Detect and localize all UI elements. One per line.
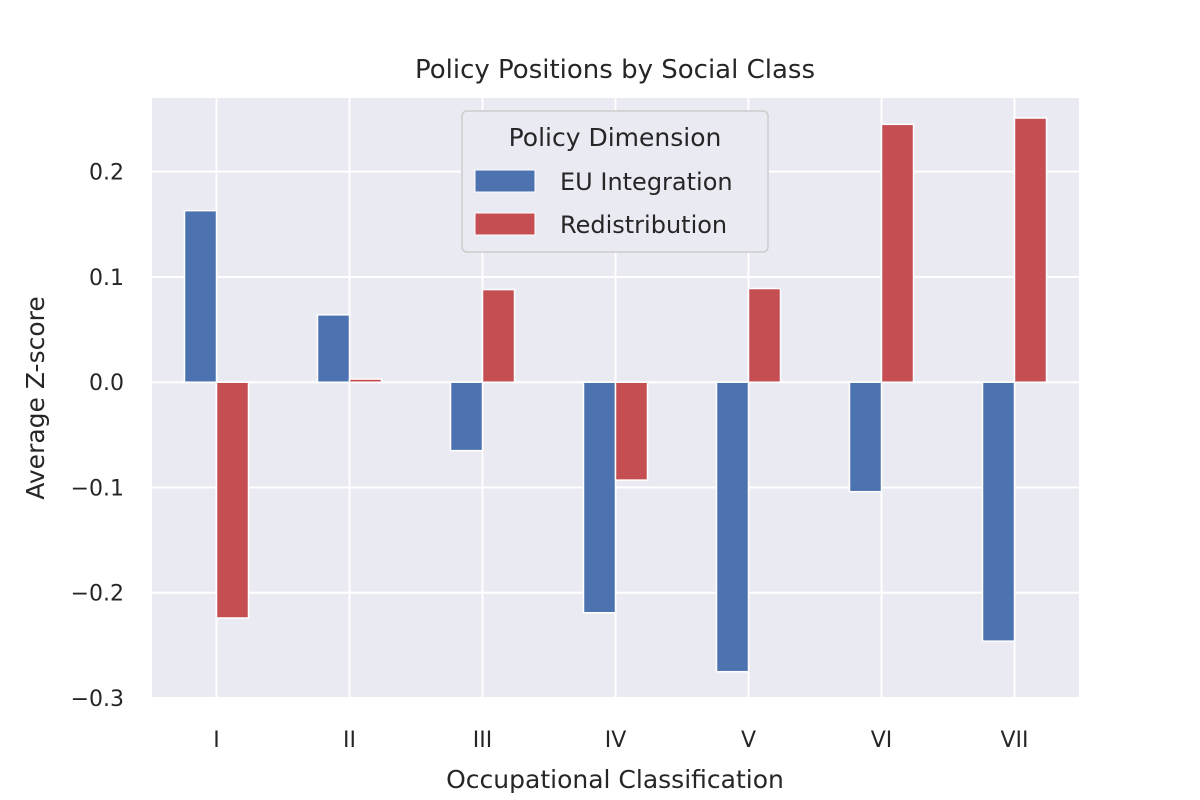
legend-swatch-redistribution [474, 212, 536, 236]
legend-title: Policy Dimension [509, 123, 722, 152]
y-tick-label: 0.0 [89, 371, 124, 396]
x-tick-label: III [473, 728, 492, 753]
bar-eu-integration-ii [316, 314, 351, 383]
bars [183, 117, 1048, 673]
y-tick-label: 0.1 [89, 266, 124, 291]
bar-eu-integration-iii [449, 381, 484, 452]
y-tick-labels: −0.3 −0.2 −0.1 0.0 0.1 0.2 [71, 161, 124, 712]
bar-redistribution-v [747, 287, 782, 383]
x-tick-label: II [343, 728, 356, 753]
x-tick-labels: I II III IV V VI VII [213, 728, 1028, 753]
y-tick-label: −0.3 [71, 687, 124, 712]
x-tick-label: VI [871, 728, 893, 753]
legend: Policy Dimension EU Integration Redistri… [461, 110, 769, 253]
x-tick-label: IV [605, 728, 627, 753]
x-tick-label: VII [1000, 728, 1028, 753]
bar-eu-integration-v [715, 381, 750, 673]
legend-box [461, 110, 769, 253]
bar-eu-integration-iv [582, 381, 617, 614]
y-tick-label: −0.1 [71, 476, 124, 501]
bar-redistribution-ii [348, 378, 383, 383]
bar-redistribution-vi [880, 123, 915, 383]
legend-label-eu-integration: EU Integration [560, 168, 733, 196]
x-tick-label: I [213, 728, 220, 753]
y-tick-label: 0.2 [89, 161, 124, 186]
chart-title: Policy Positions by Social Class [415, 55, 815, 85]
bar-redistribution-iii [481, 288, 516, 383]
x-axis-title: Occupational Classification [446, 765, 784, 794]
bar-redistribution-iv [614, 381, 649, 481]
y-axis-title: Average Z-score [21, 296, 50, 500]
bar-eu-integration-i [183, 209, 218, 383]
bar-redistribution-i [215, 381, 250, 619]
bar-eu-integration-vi [848, 381, 883, 493]
legend-swatch-eu-integration [474, 169, 536, 193]
bar-redistribution-vii [1013, 117, 1048, 383]
bar-eu-integration-vii [981, 381, 1016, 642]
legend-label-redistribution: Redistribution [560, 211, 727, 239]
y-tick-label: −0.2 [71, 582, 124, 607]
x-tick-label: V [741, 728, 756, 753]
